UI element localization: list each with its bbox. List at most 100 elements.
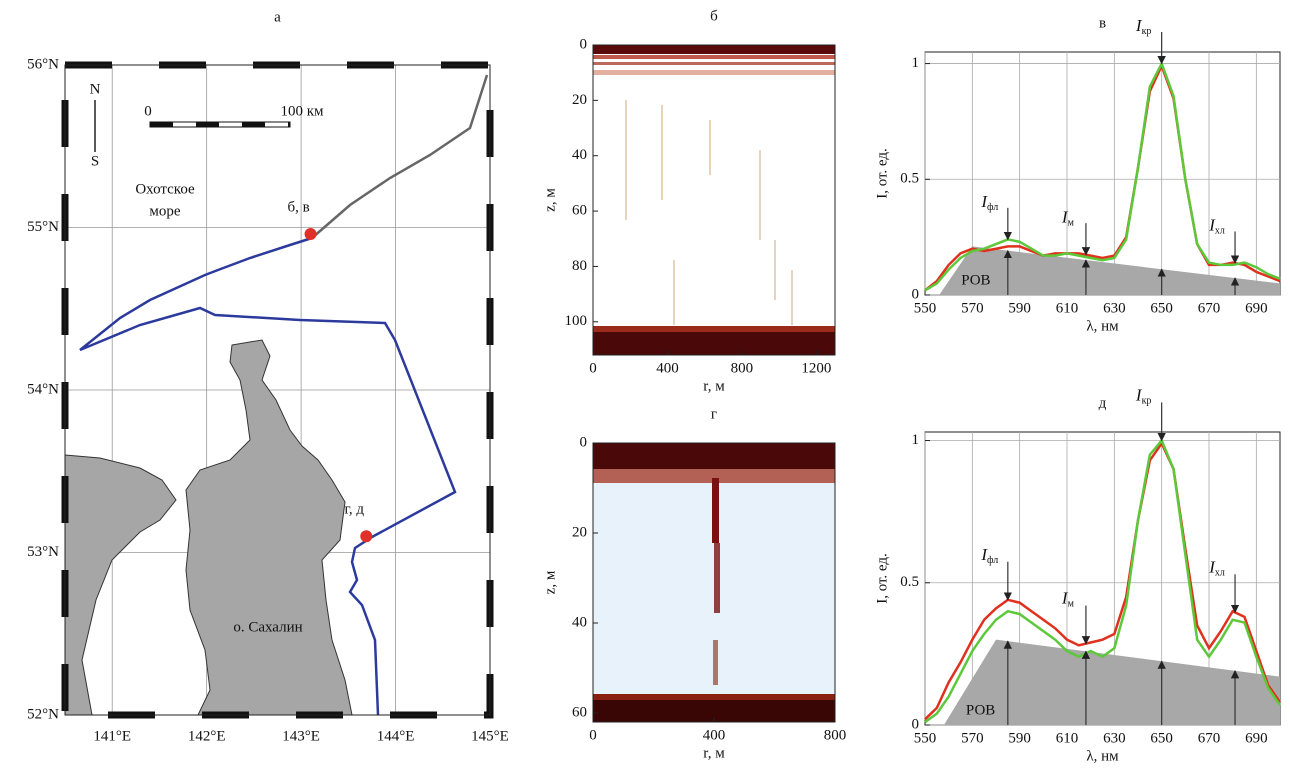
y-tick-label: 52°N <box>27 706 59 722</box>
y-tick-label: 0.5 <box>900 574 919 590</box>
x-tick-label: 800 <box>824 727 847 743</box>
background-label: РОВ <box>966 702 995 718</box>
sea-label: море <box>149 203 180 219</box>
echogram-image <box>593 45 835 355</box>
y-axis-label: I, от. ед. <box>874 148 890 199</box>
spectrum-line <box>924 438 1282 724</box>
x-tick-label: 144°E <box>377 728 415 744</box>
annotation-symbol: I <box>1208 557 1216 576</box>
x-tick-label: 590 <box>1008 300 1031 316</box>
y-axis-label: z, м <box>542 188 558 212</box>
island-label: о. Сахалин <box>233 619 302 635</box>
station-label: г, д <box>344 502 364 518</box>
y-tick-label: 0 <box>580 434 588 450</box>
x-tick-label: 142°E <box>188 728 226 744</box>
annotation-subscript: м <box>1068 218 1075 229</box>
y-tick-label: 0 <box>580 36 588 52</box>
y-axis-label: z, м <box>542 570 558 594</box>
y-tick-label: 0 <box>912 286 920 302</box>
x-tick-label: 690 <box>1245 300 1268 316</box>
station-label: б, в <box>287 199 309 215</box>
x-tick-label: 650 <box>1150 730 1173 746</box>
annotation-subscript: фл <box>987 202 998 213</box>
panel-title: г <box>711 406 717 422</box>
x-tick-label: 400 <box>656 360 679 376</box>
y-tick-label: 100 <box>565 313 588 329</box>
track-blue <box>79 236 457 716</box>
sakhalin <box>185 339 353 715</box>
x-axis-label: λ, нм <box>1086 748 1119 764</box>
annotation-label: Iфл <box>980 545 998 566</box>
x-tick-label: 670 <box>1198 730 1221 746</box>
station <box>304 228 317 240</box>
annotation-label: Iхл <box>1208 557 1225 578</box>
y-tick-label: 20 <box>572 92 587 108</box>
annotation-label: Iм <box>1061 207 1075 228</box>
scale-start: 0 <box>144 103 152 119</box>
y-tick-label: 1 <box>912 55 920 71</box>
x-tick-label: 143°E <box>282 728 320 744</box>
y-tick-label: 60 <box>572 203 587 219</box>
y-tick-label: 80 <box>572 258 587 274</box>
annotation-symbol: I <box>1061 589 1069 608</box>
y-tick-label: 1 <box>912 432 920 448</box>
background-label: РОВ <box>961 272 990 288</box>
x-tick-label: 800 <box>731 360 754 376</box>
annotation-label: Iкр <box>1135 385 1152 406</box>
x-tick-label: 0 <box>589 727 597 743</box>
annotation-symbol: I <box>1135 16 1143 35</box>
x-tick-label: 650 <box>1150 300 1173 316</box>
annotation-subscript: хл <box>1215 226 1225 237</box>
y-tick-label: 40 <box>572 147 587 163</box>
panel-title: в <box>1099 15 1106 31</box>
annotation-subscript: фл <box>987 555 998 566</box>
mainland <box>65 454 177 715</box>
land <box>65 339 353 715</box>
y-tick-label: 55°N <box>27 219 59 235</box>
x-tick-label: 610 <box>1056 300 1079 316</box>
x-tick-label: 590 <box>1008 730 1031 746</box>
y-axis-label: I, от. ед. <box>874 553 890 604</box>
annotation-label: Iфл <box>980 192 998 213</box>
compass-north: N <box>90 81 101 97</box>
y-tick-label: 56°N <box>27 56 59 72</box>
background-area <box>943 639 1280 725</box>
spectrum-line <box>924 440 1282 721</box>
x-tick-label: 0 <box>589 360 597 376</box>
echogram-image <box>593 443 835 722</box>
annotation-symbol: I <box>1135 385 1143 404</box>
annotation-symbol: I <box>980 545 988 564</box>
sea-label: Охотское <box>135 181 195 197</box>
station <box>360 530 373 543</box>
x-axis-label: r, м <box>703 745 725 761</box>
y-tick-label: 60 <box>572 704 587 720</box>
x-tick-label: 400 <box>703 727 726 743</box>
y-tick-label: 53°N <box>27 544 59 560</box>
x-tick-label: 630 <box>1103 300 1126 316</box>
annotation-subscript: кр <box>1142 26 1152 37</box>
x-tick-label: 145°E <box>471 728 509 744</box>
y-tick-label: 40 <box>572 614 587 630</box>
annotation-subscript: кр <box>1142 396 1152 407</box>
annotation-symbol: I <box>1208 216 1216 235</box>
panel-title: д <box>1099 395 1107 411</box>
spectrum-line <box>924 60 1281 292</box>
compass-south: S <box>91 153 99 169</box>
annotation-subscript: хл <box>1215 568 1225 579</box>
track-grey <box>311 74 489 239</box>
x-tick-label: 670 <box>1198 300 1221 316</box>
x-tick-label: 550 <box>914 730 937 746</box>
plot-frame <box>592 44 836 356</box>
y-tick-label: 0.5 <box>900 171 919 187</box>
scale-end: 100 км <box>280 103 324 119</box>
x-tick-label: 570 <box>961 730 984 746</box>
panel-title: б <box>710 8 718 24</box>
background-area <box>939 246 1280 295</box>
x-tick-label: 550 <box>914 300 937 316</box>
x-tick-label: 630 <box>1103 730 1126 746</box>
x-tick-label: 1200 <box>801 360 831 376</box>
x-axis-label: λ, нм <box>1086 318 1119 334</box>
x-axis-label: r, м <box>703 378 725 394</box>
y-tick-label: 0 <box>912 716 920 732</box>
